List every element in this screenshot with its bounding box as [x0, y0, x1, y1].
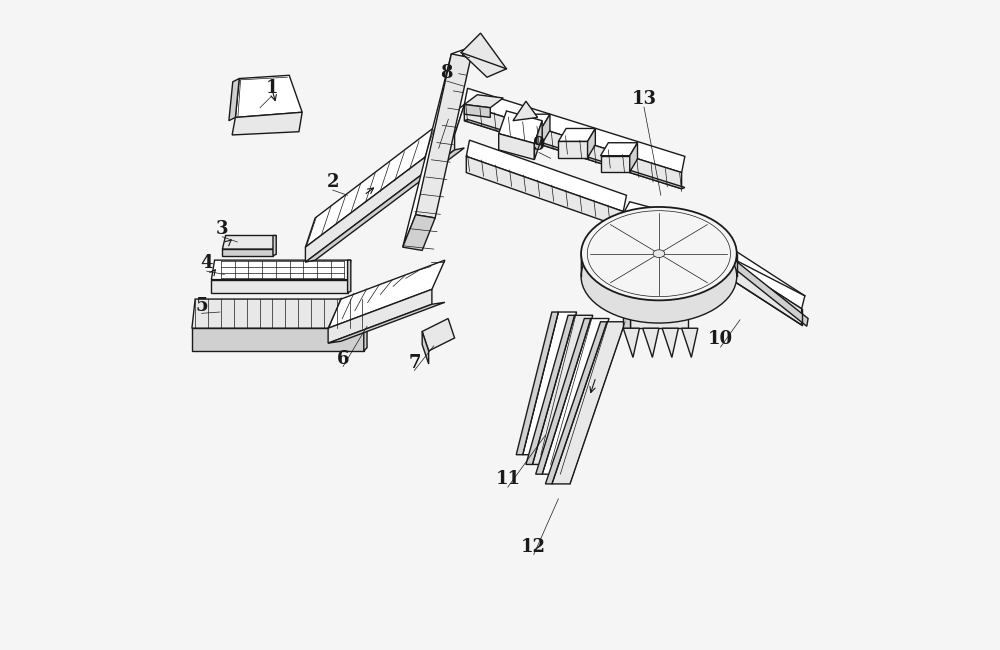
Polygon shape	[464, 88, 685, 173]
Polygon shape	[403, 214, 435, 250]
Polygon shape	[422, 332, 429, 364]
Text: 8: 8	[441, 64, 453, 83]
Polygon shape	[682, 328, 698, 358]
Polygon shape	[513, 101, 538, 121]
Text: 4: 4	[201, 254, 213, 272]
Text: 3: 3	[216, 220, 229, 238]
Polygon shape	[643, 328, 659, 358]
Polygon shape	[229, 79, 239, 121]
Ellipse shape	[581, 229, 737, 323]
Polygon shape	[558, 129, 595, 142]
Polygon shape	[211, 280, 348, 292]
Polygon shape	[211, 260, 351, 280]
Polygon shape	[464, 120, 685, 188]
Text: 11: 11	[495, 471, 520, 488]
Polygon shape	[662, 328, 678, 358]
Text: 10: 10	[708, 330, 733, 348]
Polygon shape	[222, 249, 273, 255]
Text: 13: 13	[631, 90, 656, 109]
Text: 2: 2	[326, 174, 339, 191]
Polygon shape	[558, 142, 588, 158]
Polygon shape	[651, 209, 659, 239]
Text: 9: 9	[533, 136, 545, 153]
Polygon shape	[545, 322, 607, 484]
Polygon shape	[464, 105, 490, 118]
Polygon shape	[552, 322, 625, 484]
Polygon shape	[534, 121, 542, 160]
Polygon shape	[273, 235, 276, 255]
Polygon shape	[622, 216, 651, 239]
Polygon shape	[192, 299, 367, 328]
Polygon shape	[464, 105, 682, 188]
Polygon shape	[532, 315, 593, 465]
Polygon shape	[691, 237, 802, 325]
Polygon shape	[526, 315, 575, 465]
Polygon shape	[328, 289, 432, 343]
Text: 5: 5	[195, 296, 208, 315]
Polygon shape	[581, 254, 737, 276]
Polygon shape	[222, 235, 276, 249]
Polygon shape	[305, 105, 464, 247]
Polygon shape	[630, 143, 638, 172]
Polygon shape	[422, 318, 455, 351]
Polygon shape	[513, 127, 542, 144]
Polygon shape	[542, 114, 550, 144]
Polygon shape	[328, 260, 445, 328]
Polygon shape	[542, 318, 609, 474]
Polygon shape	[499, 134, 534, 160]
Polygon shape	[192, 328, 364, 351]
Polygon shape	[622, 202, 659, 224]
Text: 7: 7	[408, 354, 421, 372]
Polygon shape	[601, 156, 630, 172]
Polygon shape	[305, 148, 464, 262]
Ellipse shape	[653, 250, 665, 257]
Ellipse shape	[581, 207, 737, 300]
Polygon shape	[513, 114, 550, 127]
Polygon shape	[516, 312, 558, 455]
Text: 6: 6	[337, 350, 349, 368]
Polygon shape	[643, 224, 659, 254]
Polygon shape	[626, 231, 643, 260]
Polygon shape	[630, 299, 688, 328]
Polygon shape	[588, 129, 595, 158]
Polygon shape	[523, 312, 577, 455]
Polygon shape	[305, 135, 455, 262]
Polygon shape	[461, 33, 506, 77]
Polygon shape	[708, 239, 808, 326]
Polygon shape	[364, 299, 367, 351]
Text: 1: 1	[265, 79, 278, 98]
Polygon shape	[536, 318, 591, 474]
Polygon shape	[623, 299, 630, 328]
Polygon shape	[416, 54, 471, 218]
Polygon shape	[466, 140, 626, 211]
Polygon shape	[601, 143, 638, 156]
Polygon shape	[403, 49, 464, 247]
Polygon shape	[232, 112, 302, 135]
Polygon shape	[328, 302, 445, 343]
Polygon shape	[235, 75, 302, 118]
Text: 12: 12	[521, 538, 546, 556]
Polygon shape	[499, 111, 542, 144]
Polygon shape	[464, 95, 503, 108]
Polygon shape	[691, 224, 805, 309]
Polygon shape	[623, 328, 639, 358]
Polygon shape	[466, 157, 623, 228]
Polygon shape	[348, 260, 351, 292]
